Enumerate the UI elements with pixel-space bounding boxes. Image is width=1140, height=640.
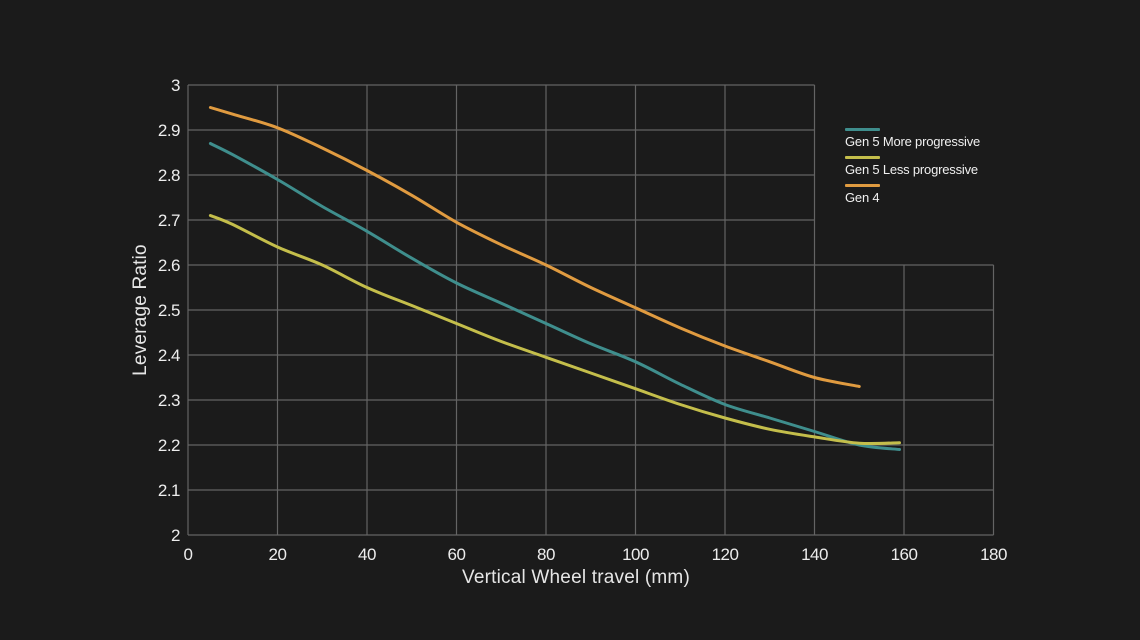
y-tick-label-2.1: 2.1: [158, 481, 180, 500]
series-line-gen-5-more-progressive: [208, 142, 901, 451]
legend: Gen 5 More progressive Gen 5 Less progre…: [845, 128, 980, 212]
legend-swatch-gen4: [845, 184, 880, 187]
x-tick-label-180: 180: [980, 545, 1007, 564]
x-tick-label-80: 80: [537, 545, 555, 564]
series-line-gen-4: [208, 106, 861, 388]
series-line-gen-5-less-progressive: [208, 214, 901, 446]
y-tick-label-2.9: 2.9: [158, 121, 180, 140]
y-tick-label-3: 3: [171, 76, 180, 95]
legend-label: Gen 5 More progressive: [845, 134, 981, 149]
x-tick-label-120: 120: [712, 545, 739, 564]
legend-item-gen5-less-progressive[interactable]: Gen 5 Less progressive: [845, 156, 980, 177]
y-tick-label-2.8: 2.8: [158, 166, 180, 185]
x-tick-label-160: 160: [891, 545, 918, 564]
y-axis-title: Leverage Ratio: [130, 244, 151, 376]
tick-layer: 0 20 40 60 80 100 120 140 160 180 2 2.1 2.2 2.3 2.4 2.5…: [158, 76, 1008, 564]
legend-item-gen4[interactable]: Gen 4: [845, 184, 980, 205]
y-tick-label-2.3: 2.3: [158, 391, 180, 410]
y-tick-label-2: 2: [171, 526, 180, 545]
legend-label: Gen 4: [845, 190, 880, 205]
x-tick-label-140: 140: [801, 545, 828, 564]
y-tick-label-2.5: 2.5: [158, 301, 180, 320]
y-tick-label-2.4: 2.4: [158, 346, 180, 365]
x-axis-title: Vertical Wheel travel (mm): [462, 567, 690, 588]
legend-label: Gen 5 Less progressive: [845, 162, 978, 177]
x-tick-label-0: 0: [184, 545, 193, 564]
x-tick-label-20: 20: [269, 545, 287, 564]
legend-item-gen5-more-progressive[interactable]: Gen 5 More progressive: [845, 128, 980, 149]
series-layer: [208, 106, 901, 451]
legend-swatch-gen5-more-progressive: [845, 128, 880, 131]
y-tick-label-2.7: 2.7: [158, 211, 180, 230]
x-tick-label-100: 100: [622, 545, 649, 564]
y-tick-label-2.6: 2.6: [158, 256, 180, 275]
legend-swatch-gen5-less-progressive: [845, 156, 880, 159]
y-tick-label-2.2: 2.2: [158, 436, 180, 455]
x-tick-label-40: 40: [358, 545, 376, 564]
x-tick-label-60: 60: [448, 545, 466, 564]
